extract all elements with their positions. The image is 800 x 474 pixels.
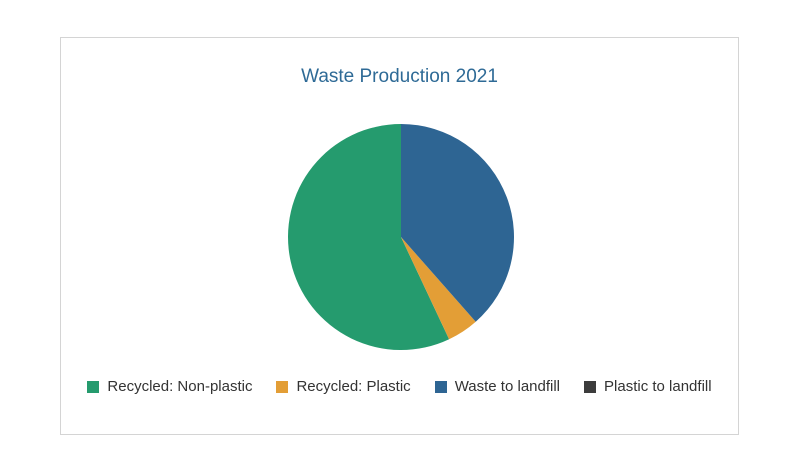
legend-label: Plastic to landfill	[604, 378, 712, 395]
legend-swatch	[434, 380, 447, 393]
legend: Recycled: Non-plastic Recycled: Plastic …	[61, 378, 738, 395]
legend-label: Recycled: Plastic	[296, 378, 411, 395]
legend-item-recycled-plastic[interactable]: Recycled: Plastic	[276, 378, 411, 395]
chart-card: Waste Production 2021 Recycled: Non-plas…	[60, 37, 739, 435]
pie-slice-recycled-non-plastic[interactable]	[288, 124, 450, 350]
legend-label: Recycled: Non-plastic	[107, 378, 253, 395]
pie-chart	[288, 123, 514, 350]
legend-item-waste-to-landfill[interactable]: Waste to landfill	[434, 378, 561, 395]
pie-slice-recycled-plastic[interactable]	[401, 237, 476, 340]
legend-item-plastic-to-landfill[interactable]: Plastic to landfill	[584, 378, 712, 395]
legend-swatch	[584, 380, 597, 393]
pie-slice-waste-to-landfill[interactable]	[401, 123, 514, 322]
chart-title: Waste Production 2021	[301, 66, 498, 87]
legend-label: Waste to landfill	[454, 378, 561, 395]
legend-swatch	[276, 380, 289, 393]
legend-swatch	[87, 380, 100, 393]
legend-item-recycled-non-plastic[interactable]: Recycled: Non-plastic	[87, 378, 252, 395]
